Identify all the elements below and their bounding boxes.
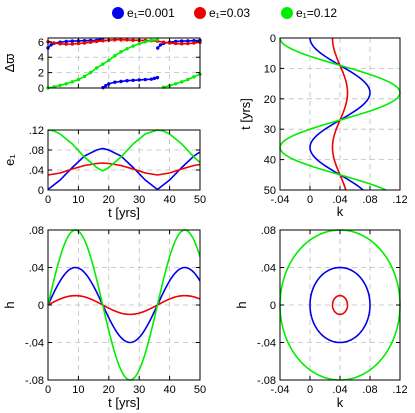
x-tick-label: 10 [72,384,84,396]
legend-label: e₁=0.03 [209,6,250,20]
x-tick-label: -.04 [271,194,290,206]
y-tick-label: 10 [264,63,276,75]
y-tick-label: 0 [38,185,44,197]
y-tick-label: .08 [29,145,44,157]
y-tick-label: .04 [29,263,44,275]
series-line [331,37,349,191]
x-tick-label: .04 [332,384,347,396]
y-tick-label: 0 [38,83,44,95]
y-tick-label: 20 [264,94,276,106]
series-line [102,76,158,89]
x-tick-label: .12 [392,384,407,396]
y-axis-label: h [234,301,249,308]
x-tick-label: 0 [45,384,51,396]
series-line [47,38,201,45]
panel-e1-vs-time: 0 10 20 30 40 50 0 .04 .08 .12 t [yrs] e₁ [2,125,206,220]
x-tick-label: 40 [163,384,175,396]
y-tick-label: 6 [38,37,44,49]
y-tick-label: .08 [261,225,276,237]
panel-varpi-vs-time: 0 2 4 6 Δϖ [2,37,202,95]
series-line [309,266,371,344]
y-tick-label: 2 [38,68,44,80]
x-tick-label: 20 [103,194,115,206]
y-axis-label: t [yrs] [238,98,253,130]
y-tick-label: 0 [270,33,276,45]
x-tick-label: 10 [72,194,84,206]
y-tick-label: -.08 [25,375,44,387]
y-tick-label: 40 [264,155,276,167]
legend-label: e₁=0.12 [296,6,337,20]
y-axis-label: Δϖ [2,54,17,73]
series-line [331,294,349,316]
x-tick-label: 30 [133,384,145,396]
x-tick-label: 20 [103,384,115,396]
series-line [279,37,401,191]
panel-h-vs-time: 0 10 20 30 40 50 -.08 -.04 0 .04 .08 t [yrs] h [2,225,206,410]
y-tick-label: -.04 [257,338,276,350]
y-tick-label: .04 [29,165,44,177]
x-tick-label: 40 [163,194,175,206]
plot-frame [47,37,201,89]
y-axis-label: h [2,301,17,308]
x-tick-label: .12 [392,194,407,206]
x-tick-label: 50 [194,384,206,396]
x-tick-label: -.04 [271,384,290,396]
x-tick-label: 50 [194,194,206,206]
y-tick-label: 0 [270,300,276,312]
x-axis-label: t [yrs] [108,205,140,220]
y-tick-label: .08 [29,225,44,237]
series-line [47,229,201,381]
legend-label: e₁=0.001 [127,6,175,20]
legend-marker [194,7,206,19]
series-line [47,129,201,172]
y-tick-label: 30 [264,124,276,136]
y-axis-label: e₁ [2,154,17,166]
series-line [47,38,158,89]
legend-marker [281,7,293,19]
x-tick-label: 0 [307,384,313,396]
x-axis-label: t [yrs] [108,395,140,410]
x-tick-label: .08 [362,384,377,396]
x-tick-label: 0 [45,194,51,206]
y-tick-label: 50 [264,185,276,197]
x-tick-label: .04 [332,194,347,206]
series-line [47,266,201,344]
plot-frame [47,129,201,191]
y-tick-label: .12 [29,125,44,137]
panel-time-vs-k: -.04 0 .04 .08 .12 0 10 20 30 40 50 k t [yrs] [238,33,408,219]
x-axis-label: k [337,395,344,410]
y-tick-label: -.08 [257,375,276,387]
x-tick-label: 30 [133,194,145,206]
x-tick-label: .08 [362,194,377,206]
y-tick-label: .04 [261,263,276,275]
legend-marker [112,7,124,19]
y-tick-label: 4 [38,52,44,64]
y-tick-label: 0 [38,300,44,312]
series-line [47,294,201,316]
x-axis-label: k [337,204,344,219]
x-tick-label: 0 [307,194,313,206]
y-tick-label: -.04 [25,338,44,350]
legend: e₁=0.001 e₁=0.03 e₁=0.12 [112,6,337,20]
series-line [309,37,371,191]
series-line [157,39,201,49]
series-line [47,162,201,176]
